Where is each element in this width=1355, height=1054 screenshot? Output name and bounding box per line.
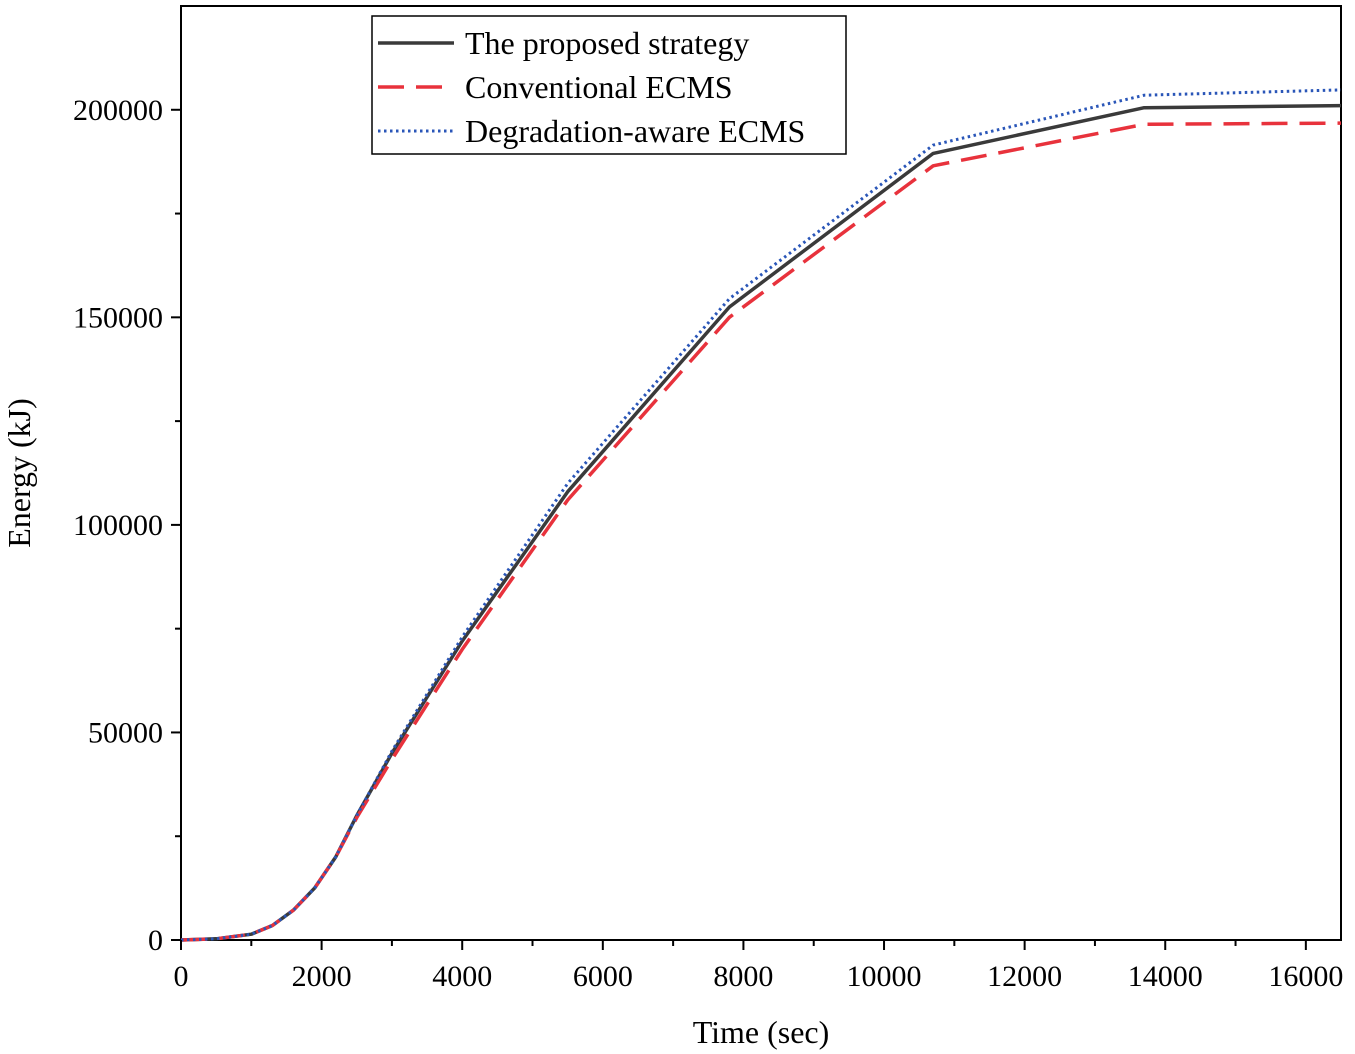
y-tick-label: 150000 xyxy=(73,301,163,334)
y-tick-label: 50000 xyxy=(88,716,163,749)
legend: The proposed strategy Conventional ECMS De… xyxy=(371,15,847,155)
series-line-3 xyxy=(180,88,1342,942)
axes-layer: 0 2000 4000 6000 8000 10000 12000 14000 16000 0 50… xyxy=(1,94,1343,1050)
plot-frame xyxy=(180,5,1342,941)
y-tick-label: 100000 xyxy=(73,509,163,542)
legend-label-3: Degradation-aware ECMS xyxy=(465,113,805,149)
legend-label-1: The proposed strategy xyxy=(465,25,749,61)
x-tick-label: 0 xyxy=(174,960,189,993)
series-line-1 xyxy=(180,103,1342,942)
x-tick-label: 12000 xyxy=(987,960,1062,993)
y-tick-label: 0 xyxy=(148,924,163,957)
series-layer xyxy=(180,88,1342,942)
legend-label-2: Conventional ECMS xyxy=(465,69,733,105)
x-tick-label: 16000 xyxy=(1268,960,1343,993)
x-tick-label: 2000 xyxy=(292,960,352,993)
x-tick-label: 4000 xyxy=(432,960,492,993)
y-tick-label: 200000 xyxy=(73,94,163,127)
plot-border xyxy=(180,5,1342,941)
x-tick-label: 8000 xyxy=(713,960,773,993)
series-line-2 xyxy=(180,121,1342,942)
x-tick-label: 10000 xyxy=(847,960,922,993)
x-tick-label: 6000 xyxy=(573,960,633,993)
y-axis-title: Energy (kJ) xyxy=(1,398,37,548)
x-tick-label: 14000 xyxy=(1128,960,1203,993)
x-axis-title: Time (sec) xyxy=(693,1014,830,1050)
